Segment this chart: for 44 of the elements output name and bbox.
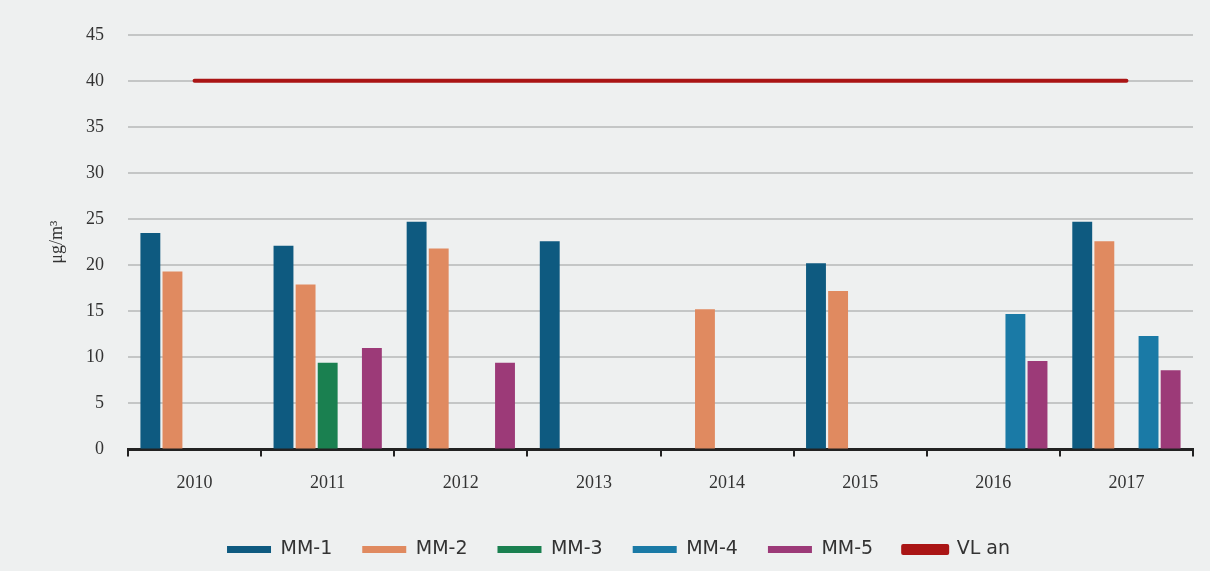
bar: [361, 348, 382, 449]
bar: [140, 232, 161, 449]
y-tick-label: 0: [95, 438, 104, 459]
y-tick-label: 15: [86, 299, 104, 320]
x-tick-label: 2011: [310, 471, 346, 492]
y-tick-label: 25: [86, 207, 104, 228]
y-tick-label: 10: [86, 346, 104, 366]
bar: [695, 309, 715, 449]
bar: [1138, 336, 1159, 449]
bar: [1027, 360, 1048, 449]
bar: [1094, 241, 1115, 449]
bar: [828, 290, 849, 449]
y-tick-label: 45: [86, 23, 104, 44]
bar: [273, 245, 294, 449]
x-tick-label: 2010: [176, 471, 213, 492]
y-tick-label: 5: [95, 392, 104, 413]
x-tick-label: 2015: [842, 471, 879, 492]
legend-label: MM-1: [280, 536, 333, 559]
bar: [1160, 370, 1181, 449]
bar: [495, 362, 515, 449]
y-tick-label: 20: [86, 253, 104, 274]
bar: [1005, 313, 1026, 449]
y-tick-label: 40: [86, 69, 104, 90]
bar: [317, 362, 338, 449]
bar: [295, 284, 316, 449]
bar: [539, 241, 560, 449]
x-tick-label: 2014: [709, 471, 746, 492]
x-tick-label: 2012: [442, 471, 479, 492]
y-tick-label: 30: [86, 161, 104, 182]
bar: [162, 271, 183, 449]
x-tick-label: 2016: [975, 471, 1012, 492]
legend-label: MM-3: [550, 536, 603, 559]
legend-label: MM-2: [415, 536, 468, 559]
y-tick-label: 35: [86, 115, 104, 136]
y-axis-title: μg/m³: [45, 219, 66, 264]
legend-label: VL an: [956, 536, 1010, 559]
bar: [1072, 221, 1093, 449]
bar: [428, 248, 449, 449]
bar: [806, 263, 826, 449]
bar: [406, 221, 427, 449]
legend-label: MM-5: [821, 536, 874, 559]
x-tick-label: 2017: [1108, 471, 1145, 492]
legend-label: MM-4: [686, 536, 738, 559]
x-tick-label: 2013: [575, 471, 612, 492]
